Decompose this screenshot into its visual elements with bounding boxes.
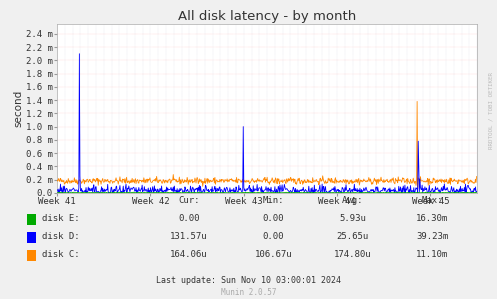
- Text: Min:: Min:: [262, 196, 284, 205]
- Text: 106.67u: 106.67u: [254, 250, 292, 259]
- Text: 39.23m: 39.23m: [416, 232, 448, 241]
- Text: RRDTOOL / TOBI OETIKER: RRDTOOL / TOBI OETIKER: [488, 72, 493, 149]
- Text: 5.93u: 5.93u: [339, 214, 366, 223]
- Text: disk D:: disk D:: [42, 232, 80, 241]
- Text: Max:: Max:: [421, 196, 443, 205]
- Text: 174.80u: 174.80u: [334, 250, 372, 259]
- Text: 0.00: 0.00: [262, 232, 284, 241]
- Text: Cur:: Cur:: [178, 196, 200, 205]
- Y-axis label: second: second: [13, 90, 23, 127]
- Text: 16.30m: 16.30m: [416, 214, 448, 223]
- Text: 164.06u: 164.06u: [170, 250, 208, 259]
- Text: Munin 2.0.57: Munin 2.0.57: [221, 288, 276, 297]
- Text: Last update: Sun Nov 10 03:00:01 2024: Last update: Sun Nov 10 03:00:01 2024: [156, 276, 341, 285]
- Title: All disk latency - by month: All disk latency - by month: [178, 10, 356, 23]
- Text: 25.65u: 25.65u: [337, 232, 369, 241]
- Text: Avg:: Avg:: [342, 196, 364, 205]
- Text: disk C:: disk C:: [42, 250, 80, 259]
- Text: 11.10m: 11.10m: [416, 250, 448, 259]
- Text: 131.57u: 131.57u: [170, 232, 208, 241]
- Text: 0.00: 0.00: [178, 214, 200, 223]
- Text: disk E:: disk E:: [42, 214, 80, 223]
- Text: 0.00: 0.00: [262, 214, 284, 223]
